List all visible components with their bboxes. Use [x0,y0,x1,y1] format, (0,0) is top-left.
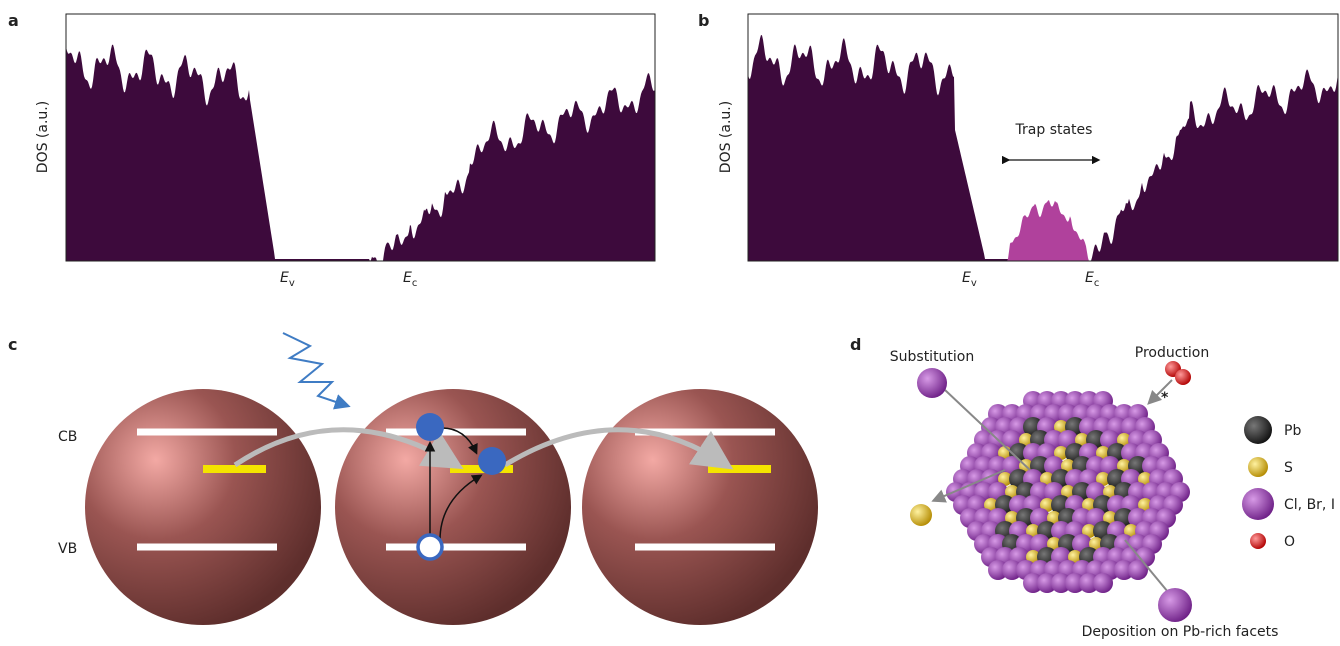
ev-sub: v [289,278,295,289]
atom [1093,573,1113,593]
panel-label: d [850,335,861,354]
ev-sub: v [971,278,977,289]
quantum-dots [85,333,818,625]
y-axis-label: DOS (a.u.) [35,101,51,173]
figure: a DOS (a.u.) Ev Ec b DOS (a.u.) Trap sta… [0,0,1340,641]
legend-label: S [1284,460,1293,476]
y-axis-label: DOS (a.u.) [718,101,734,173]
annotation: Substitution [890,349,975,365]
annotation: Trap states [1015,122,1093,138]
panel-label: a [8,11,19,30]
ev-label: Ev [962,270,977,289]
svg-text:*: * [1161,390,1169,406]
legend-label: O [1284,534,1295,550]
band-label: CB [58,429,77,445]
annotation: Production [1135,345,1209,361]
ev-label: Ev [280,270,295,289]
nanocrystal [946,391,1190,593]
dos-curve [66,45,655,261]
legend-label: Pb [1284,423,1301,439]
panel-label: c [8,335,17,354]
ec-main: E [1085,270,1094,286]
trap-states [1005,200,1090,261]
ec-label: Ec [403,270,417,289]
ec-main: E [403,270,412,286]
ec-sub: c [412,278,418,289]
ev-main: E [280,270,289,286]
ev-main: E [962,270,971,286]
legend-label: Cl, Br, I [1284,497,1335,513]
legend: Pb S Cl, Br, I O [1242,416,1335,550]
ec-sub: c [1094,278,1100,289]
panel-label: b [698,11,709,30]
annotation: Deposition on Pb-rich facets [1082,624,1279,640]
band-label: VB [58,541,77,557]
ec-label: Ec [1085,270,1099,289]
